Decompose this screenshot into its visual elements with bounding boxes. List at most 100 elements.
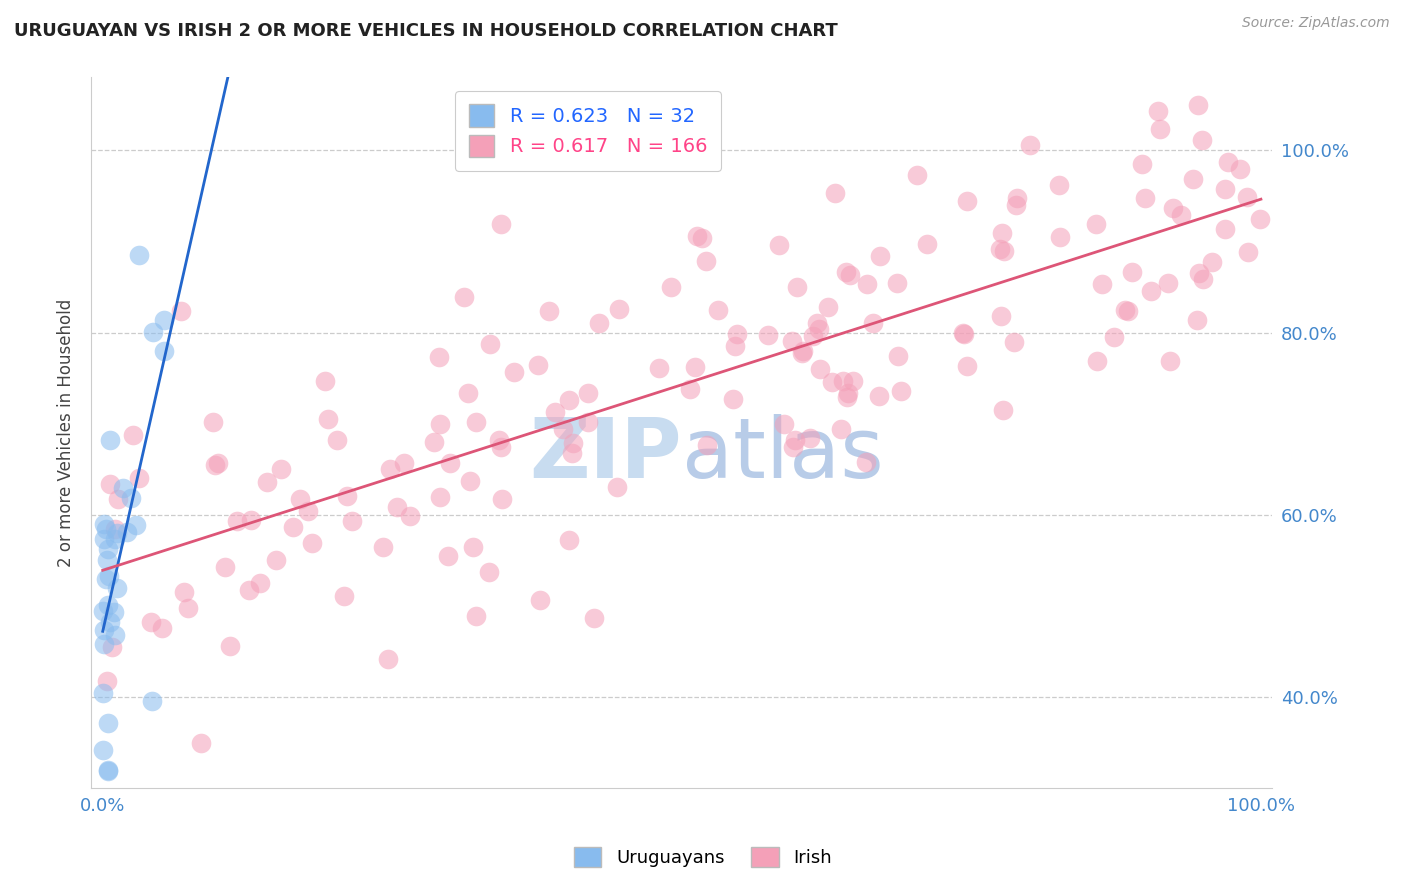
Point xyxy=(768,238,790,252)
Point xyxy=(583,611,606,625)
Point xyxy=(782,440,804,454)
Point xyxy=(1004,198,1026,212)
Point xyxy=(422,434,444,449)
Point xyxy=(868,389,890,403)
Point xyxy=(91,686,114,700)
Point xyxy=(830,422,852,436)
Point xyxy=(792,344,814,359)
Point xyxy=(97,764,120,778)
Point xyxy=(725,327,748,342)
Point xyxy=(1005,191,1028,205)
Point xyxy=(807,322,830,336)
Point xyxy=(1170,209,1192,223)
Point xyxy=(993,402,1015,417)
Point xyxy=(226,514,249,528)
Point xyxy=(333,589,356,603)
Point xyxy=(1157,277,1180,291)
Point xyxy=(696,438,718,452)
Point xyxy=(956,359,979,373)
Point xyxy=(588,316,610,330)
Point xyxy=(385,500,408,515)
Point xyxy=(817,300,839,314)
Point xyxy=(204,458,226,473)
Point xyxy=(141,694,163,708)
Point xyxy=(190,736,212,750)
Point xyxy=(270,462,292,476)
Point xyxy=(107,492,129,507)
Point xyxy=(558,392,581,407)
Point xyxy=(1191,133,1213,147)
Point xyxy=(706,303,728,318)
Point xyxy=(952,326,974,341)
Point xyxy=(561,436,583,450)
Point xyxy=(1091,277,1114,291)
Point xyxy=(806,316,828,330)
Point xyxy=(537,303,560,318)
Point xyxy=(862,316,884,330)
Point xyxy=(103,532,125,546)
Point xyxy=(679,382,702,396)
Point xyxy=(103,606,125,620)
Point xyxy=(551,422,574,436)
Point xyxy=(122,428,145,442)
Point xyxy=(326,434,349,448)
Point xyxy=(831,374,853,388)
Point xyxy=(453,290,475,304)
Point xyxy=(336,489,359,503)
Point xyxy=(256,475,278,489)
Text: URUGUAYAN VS IRISH 2 OR MORE VEHICLES IN HOUSEHOLD CORRELATION CHART: URUGUAYAN VS IRISH 2 OR MORE VEHICLES IN… xyxy=(14,22,838,40)
Point xyxy=(97,569,120,583)
Point xyxy=(886,276,908,290)
Point xyxy=(1047,178,1070,192)
Point xyxy=(152,344,174,359)
Point xyxy=(491,492,513,507)
Point xyxy=(695,254,717,268)
Point xyxy=(529,592,551,607)
Point xyxy=(170,304,193,318)
Point xyxy=(1049,229,1071,244)
Point xyxy=(249,575,271,590)
Point xyxy=(117,524,139,539)
Point xyxy=(1085,353,1108,368)
Point xyxy=(1201,255,1223,269)
Point xyxy=(283,520,305,534)
Point xyxy=(1236,190,1258,204)
Point xyxy=(98,477,121,491)
Point xyxy=(177,601,200,615)
Point xyxy=(437,549,460,563)
Point xyxy=(314,374,336,388)
Point xyxy=(780,334,803,348)
Point xyxy=(457,386,479,401)
Point xyxy=(544,404,567,418)
Point xyxy=(890,384,912,399)
Point xyxy=(97,599,120,613)
Point xyxy=(1019,138,1042,153)
Point xyxy=(647,361,669,376)
Point xyxy=(107,525,129,540)
Point xyxy=(97,764,120,778)
Y-axis label: 2 or more Vehicles in Household: 2 or more Vehicles in Household xyxy=(58,299,75,567)
Point xyxy=(478,565,501,579)
Point xyxy=(380,462,402,476)
Point xyxy=(993,244,1015,258)
Point xyxy=(824,186,846,200)
Point xyxy=(1213,221,1236,235)
Point xyxy=(429,417,451,431)
Point xyxy=(97,715,120,730)
Point xyxy=(93,623,115,637)
Point xyxy=(238,583,260,598)
Point xyxy=(124,517,146,532)
Point xyxy=(905,168,928,182)
Legend: R = 0.623   N = 32, R = 0.617   N = 166: R = 0.623 N = 32, R = 0.617 N = 166 xyxy=(456,91,721,170)
Point xyxy=(173,585,195,599)
Point xyxy=(97,541,120,556)
Point xyxy=(988,242,1011,256)
Point xyxy=(96,673,118,688)
Point xyxy=(491,218,513,232)
Point xyxy=(723,339,745,353)
Point xyxy=(297,504,319,518)
Point xyxy=(786,279,808,293)
Point xyxy=(1185,312,1208,326)
Point xyxy=(561,446,583,460)
Point xyxy=(142,325,165,339)
